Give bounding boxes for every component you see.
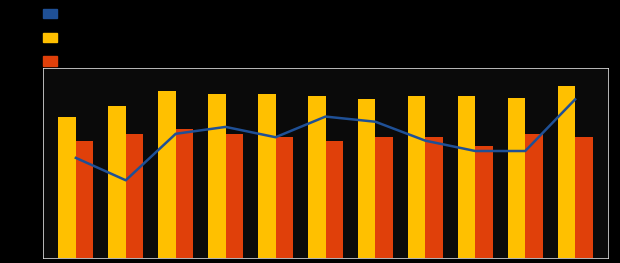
Bar: [226, 134, 243, 258]
Bar: [308, 96, 326, 258]
Bar: [408, 96, 425, 258]
Bar: [326, 141, 343, 258]
Bar: [476, 146, 493, 258]
Bar: [508, 98, 525, 258]
Bar: [575, 137, 593, 258]
Bar: [175, 129, 193, 258]
Bar: [275, 137, 293, 258]
Bar: [557, 85, 575, 258]
Bar: [126, 134, 143, 258]
Bar: [76, 141, 94, 258]
Bar: [58, 117, 76, 258]
Bar: [358, 99, 376, 258]
Bar: [208, 94, 226, 258]
Bar: [525, 134, 542, 258]
Bar: [425, 137, 443, 258]
Bar: [258, 94, 275, 258]
Bar: [458, 96, 476, 258]
Bar: [108, 106, 126, 258]
Bar: [376, 137, 393, 258]
Bar: [158, 91, 175, 258]
